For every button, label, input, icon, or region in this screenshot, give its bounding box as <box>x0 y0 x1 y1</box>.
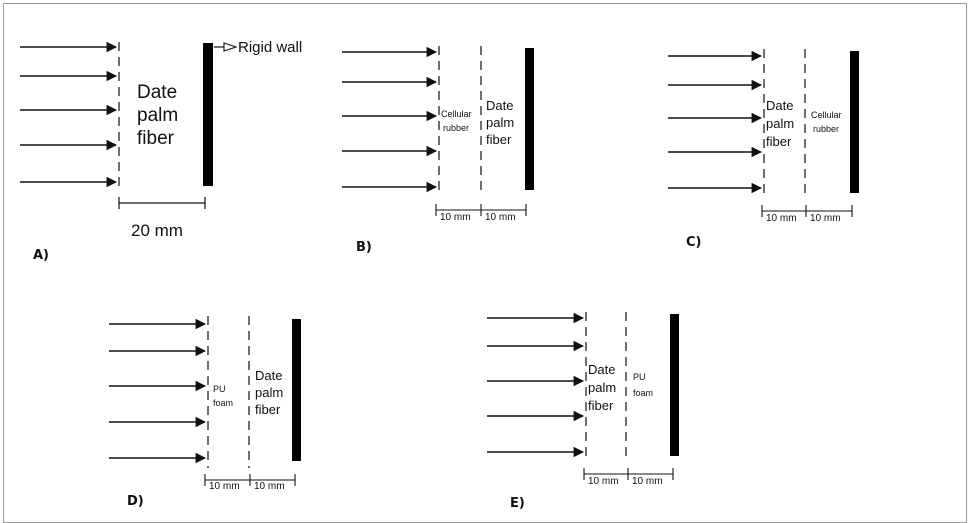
dimension-line <box>118 197 206 209</box>
layer-label: Date palm fiber <box>588 362 620 413</box>
layer-label: Cellular rubber <box>811 110 844 134</box>
dimension-label: 10 mm <box>254 481 285 492</box>
rigid-wall <box>850 51 859 193</box>
dimension-label: 10 mm <box>632 476 663 487</box>
panel-label: B) <box>356 240 372 255</box>
rigid-wall-callout: Rigid wall <box>214 39 302 56</box>
rigid-wall <box>525 48 534 190</box>
panel-label: A) <box>33 248 49 263</box>
panel-label: E) <box>510 496 525 511</box>
incident-arrows <box>487 312 585 458</box>
panel-b: Cellular rubber Date palm fiber 10 mm 10… <box>342 46 534 255</box>
panel-a: Date palm fiber Rigid wall 20 mm A) <box>20 39 302 263</box>
dimension-line <box>204 474 296 486</box>
panel-d: PU foam Date palm fiber 10 mm 10 mm D) <box>109 316 301 509</box>
panel-e: Date palm fiber PU foam 10 mm 10 mm E) <box>487 312 679 511</box>
panel-label: C) <box>686 235 701 250</box>
layer-label: Date palm fiber <box>486 98 518 147</box>
incident-arrows <box>109 318 207 464</box>
dimension-label: 10 mm <box>810 213 841 224</box>
layer-label: Date palm fiber <box>137 82 183 149</box>
dimension-label: 10 mm <box>485 212 516 223</box>
layer-label: PU foam <box>213 384 233 408</box>
layer-label: PU foam <box>633 372 653 398</box>
dimension-label: 10 mm <box>209 481 240 492</box>
incident-arrows <box>342 46 438 193</box>
dimension-label: 10 mm <box>766 213 797 224</box>
incident-arrows <box>20 41 118 188</box>
dimension-line <box>583 468 674 480</box>
rigid-wall-label: Rigid wall <box>238 39 302 56</box>
layer-label: Date palm fiber <box>255 368 287 417</box>
dimension-line <box>435 204 527 216</box>
rigid-wall <box>292 319 301 461</box>
layer-label: Date palm fiber <box>766 98 798 149</box>
panel-label: D) <box>127 494 144 509</box>
incident-arrows <box>668 50 763 194</box>
dimension-line <box>761 205 853 217</box>
dimension-label: 10 mm <box>588 476 619 487</box>
panel-c: Date palm fiber Cellular rubber 10 mm 10… <box>668 49 859 250</box>
rigid-wall <box>670 314 679 456</box>
dimension-label: 20 mm <box>131 221 183 240</box>
rigid-wall <box>203 43 213 186</box>
dimension-label: 10 mm <box>440 212 471 223</box>
outline-arrow-icon <box>223 42 238 52</box>
layer-label: Cellular rubber <box>441 109 474 133</box>
figure-frame <box>3 3 967 523</box>
